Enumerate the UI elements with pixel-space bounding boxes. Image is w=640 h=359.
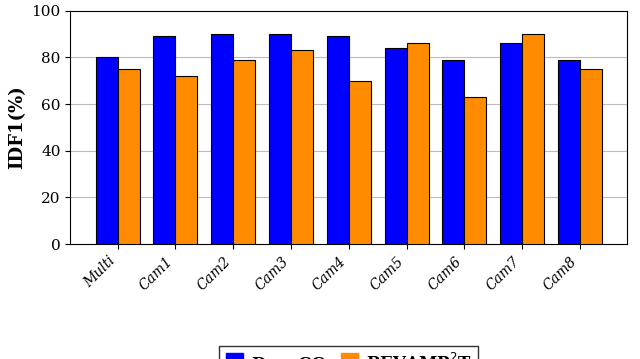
Bar <box>269 34 291 244</box>
Bar <box>406 43 429 244</box>
Bar <box>118 69 140 244</box>
Bar <box>442 60 465 244</box>
Bar <box>233 60 255 244</box>
Bar <box>291 50 313 244</box>
Legend: DeepCC, REVAMP$^2$T: DeepCC, REVAMP$^2$T <box>220 346 478 359</box>
Bar <box>175 76 197 244</box>
Bar <box>327 36 349 244</box>
Y-axis label: IDF1(%): IDF1(%) <box>8 85 26 169</box>
Bar <box>522 34 544 244</box>
Bar <box>500 43 522 244</box>
Bar <box>465 97 486 244</box>
Bar <box>580 69 602 244</box>
Bar <box>96 57 118 244</box>
Bar <box>558 60 580 244</box>
Bar <box>211 34 233 244</box>
Bar <box>154 36 175 244</box>
Bar <box>349 81 371 244</box>
Bar <box>385 48 406 244</box>
